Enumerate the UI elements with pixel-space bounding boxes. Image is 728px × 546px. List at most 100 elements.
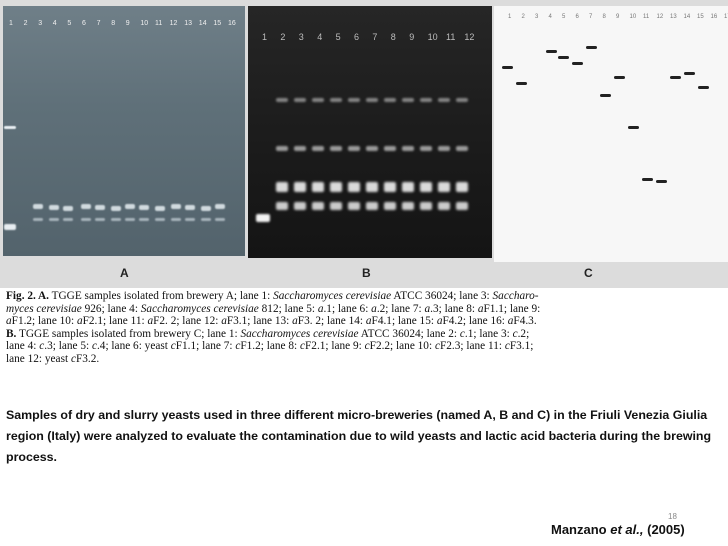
- gel-band: [456, 98, 468, 102]
- lane-number: 1: [9, 20, 13, 27]
- gel-band: [330, 182, 342, 192]
- gel-band: [330, 202, 342, 210]
- gel-band: [684, 72, 695, 75]
- lane-number: 15: [213, 20, 222, 27]
- gel-band: [402, 202, 414, 210]
- gel-band: [330, 98, 342, 102]
- gel-band: [420, 182, 432, 192]
- gel-band: [366, 202, 378, 210]
- gel-band: [384, 182, 396, 192]
- lane-number: 15: [697, 14, 704, 20]
- gel-band: [155, 218, 165, 221]
- gel-band: [4, 126, 16, 129]
- citation: Manzano et al., (2005): [551, 522, 685, 537]
- gel-band: [614, 76, 625, 79]
- gel-band: [656, 180, 667, 183]
- lane-number: 9: [125, 20, 130, 27]
- gel-band: [438, 146, 450, 151]
- gel-band: [348, 98, 360, 102]
- gel-band: [420, 98, 432, 102]
- gel-band: [670, 76, 681, 79]
- lane-number: 7: [372, 32, 378, 42]
- caption-line-1: Fig. 2. A. TGGE samples isolated from br…: [6, 290, 539, 302]
- gel-band: [384, 202, 396, 210]
- caption-line-5: lane 4: c.3; lane 5: c.4; lane 6: yeast …: [6, 340, 534, 353]
- gel-band: [201, 218, 211, 221]
- gel-band: [420, 146, 432, 151]
- gel-band: [171, 204, 181, 209]
- panel-letter-c: C: [584, 266, 593, 280]
- gel-band: [456, 202, 468, 210]
- lane-number: 3: [298, 32, 304, 42]
- gel-band: [366, 146, 378, 151]
- lane-number: 10: [140, 20, 149, 27]
- lane-number: 10: [427, 32, 438, 42]
- gel-band: [276, 202, 288, 210]
- gel-band: [4, 224, 16, 230]
- lane-number: 2: [280, 32, 286, 42]
- lane-number: 12: [169, 20, 178, 27]
- lane-number: 1: [262, 32, 268, 42]
- lane-number: 4: [317, 32, 323, 42]
- gel-band: [384, 146, 396, 151]
- gel-band: [312, 146, 324, 151]
- gel-band: [215, 204, 225, 209]
- gel-band: [384, 98, 396, 102]
- lane-number: 11: [155, 20, 163, 27]
- figure-caption: Fig. 2. A. TGGE samples isolated from br…: [6, 290, 722, 366]
- lane-number: 3: [535, 14, 539, 20]
- citation-year: (2005): [647, 522, 685, 537]
- summary-paragraph: Samples of dry and slurry yeasts used in…: [6, 408, 712, 464]
- gel-band: [276, 146, 288, 151]
- gel-band: [628, 126, 639, 129]
- gel-band: [330, 146, 342, 151]
- lane-number: 2: [23, 20, 28, 27]
- gel-panel-a: 1 2 3 4 5 6 7 8 9 10 11 12 13 14 15 16: [3, 6, 245, 256]
- caption-line-2: myces cerevisiae 926; lane 4: Saccharomy…: [6, 302, 541, 315]
- lane-number: 9: [616, 14, 620, 20]
- lane-number: 3: [38, 20, 43, 27]
- lane-number: 5: [67, 20, 72, 27]
- lane-number: 12: [464, 32, 475, 42]
- lane-number: 13: [184, 20, 192, 27]
- lane-number: 11: [446, 32, 456, 42]
- lane-number: 14: [198, 20, 207, 27]
- gel-band: [276, 182, 288, 192]
- gel-panel-c: 1234567891011121314151617: [494, 6, 728, 262]
- gel-band: [642, 178, 653, 181]
- gel-band: [201, 206, 211, 211]
- gel-band: [348, 182, 360, 192]
- lane-number: 16: [228, 20, 236, 27]
- gel-band: [572, 62, 583, 65]
- gel-band: [125, 218, 135, 221]
- gel-band: [294, 182, 306, 192]
- citation-etal: et al.,: [610, 522, 644, 537]
- lane-number: 7: [96, 20, 101, 27]
- gel-band: [456, 182, 468, 192]
- lane-number: 4: [548, 14, 552, 20]
- lane-number: 6: [575, 14, 579, 20]
- gel-band: [63, 206, 73, 211]
- gel-band: [366, 98, 378, 102]
- lane-number: 6: [354, 32, 360, 42]
- gel-band: [366, 182, 378, 192]
- citation-author: Manzano: [551, 522, 607, 537]
- gel-band: [420, 202, 432, 210]
- caption-line-3: aF1.2; lane 10: aF2.1; lane 11: aF2. 2; …: [6, 315, 537, 328]
- gel-band: [294, 98, 306, 102]
- gel-band: [438, 98, 450, 102]
- gel-band: [546, 50, 557, 53]
- gel-band: [312, 98, 324, 102]
- lane-number: 14: [683, 14, 691, 20]
- gel-band: [63, 218, 73, 221]
- gel-band: [348, 146, 360, 151]
- gel-band: [698, 86, 709, 89]
- gel-band: [49, 218, 59, 221]
- gel-band: [215, 218, 225, 221]
- gel-band: [276, 98, 288, 102]
- lane-number: 13: [670, 14, 677, 20]
- gel-band: [402, 98, 414, 102]
- lane-number: 2: [521, 14, 525, 20]
- gel-band: [139, 205, 149, 210]
- gel-band: [294, 202, 306, 210]
